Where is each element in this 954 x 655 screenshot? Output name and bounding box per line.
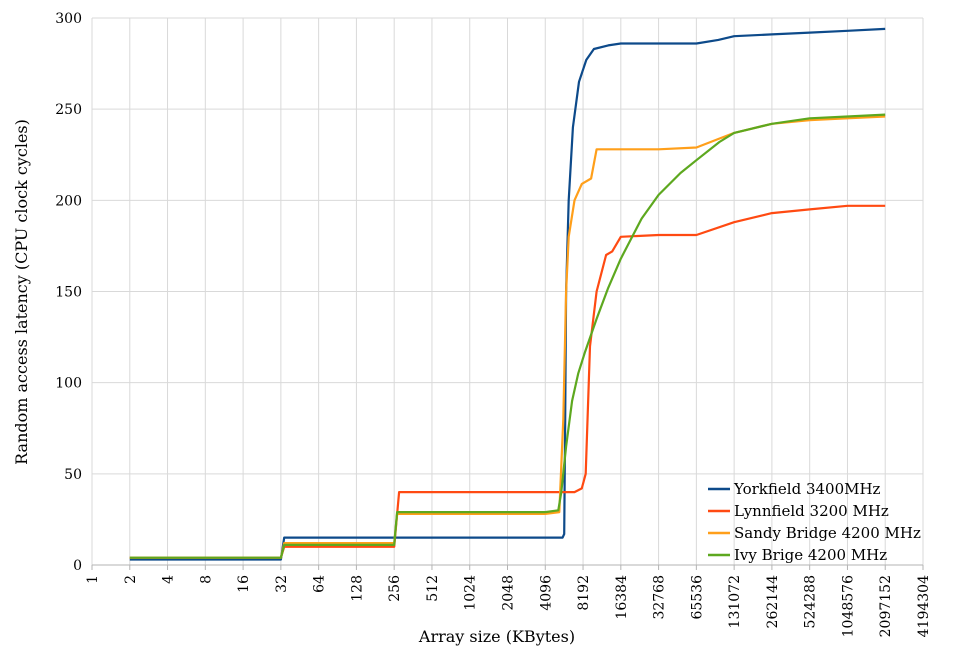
x-axis-title: Array size (KBytes) bbox=[418, 627, 575, 646]
x-tick-label: 1 bbox=[85, 575, 101, 584]
y-tick-label: 100 bbox=[55, 376, 82, 392]
y-tick-label: 200 bbox=[55, 193, 82, 209]
x-tick-label: 2097152 bbox=[878, 575, 894, 637]
x-tick-label: 2 bbox=[123, 575, 139, 584]
x-tick-label: 128 bbox=[349, 575, 365, 602]
x-tick-label: 4 bbox=[161, 575, 177, 584]
y-tick-label: 250 bbox=[55, 102, 82, 118]
series-lines bbox=[129, 27, 886, 561]
x-tick-label: 8192 bbox=[576, 575, 592, 611]
x-tick-label: 256 bbox=[387, 575, 403, 602]
series-line-0 bbox=[129, 27, 886, 561]
x-tick-label: 4194304 bbox=[916, 575, 932, 637]
x-tick-label: 4096 bbox=[538, 575, 554, 611]
x-tick-label: 2048 bbox=[501, 575, 517, 611]
x-tick-label: 131072 bbox=[727, 575, 743, 628]
x-tick-label: 65536 bbox=[689, 575, 705, 620]
x-tick-label: 1048576 bbox=[840, 575, 856, 637]
x-tick-label: 512 bbox=[425, 575, 441, 602]
legend: Yorkfield 3400MHz Lynnfield 3200 MHz Sandy… bbox=[708, 480, 921, 564]
y-axis-title: Random access latency (CPU clock cycles) bbox=[12, 119, 31, 465]
legend-label: Ivy Brige 4200 MHz bbox=[734, 546, 887, 564]
legend-label: Yorkfield 3400MHz bbox=[733, 480, 881, 498]
series-line-3 bbox=[129, 113, 886, 559]
x-tick-label: 64 bbox=[312, 575, 328, 593]
y-axis-ticks: 0 50 100 150 200 250 300 bbox=[55, 11, 82, 574]
x-tick-label: 8 bbox=[198, 575, 214, 584]
y-tick-label: 50 bbox=[64, 467, 82, 483]
x-tick-label: 32768 bbox=[652, 575, 668, 620]
x-tick-label: 32 bbox=[274, 575, 290, 593]
y-tick-label: 300 bbox=[55, 11, 82, 27]
x-tick-label: 262144 bbox=[765, 575, 781, 629]
x-tick-label: 524288 bbox=[803, 575, 819, 628]
x-tick-label: 16384 bbox=[614, 575, 630, 620]
x-axis-ticks: 1 2 4 8 16 32 64 128 256 512 1024 2048 4096 8192 16384… bbox=[85, 565, 932, 637]
x-tick-label: 1024 bbox=[463, 575, 479, 611]
legend-label: Lynnfield 3200 MHz bbox=[734, 502, 889, 520]
y-tick-label: 150 bbox=[55, 285, 82, 301]
legend-label: Sandy Bridge 4200 MHz bbox=[734, 524, 921, 542]
grid-lines bbox=[91, 17, 924, 566]
x-tick-label: 16 bbox=[236, 575, 252, 593]
y-tick-label: 0 bbox=[73, 558, 82, 574]
